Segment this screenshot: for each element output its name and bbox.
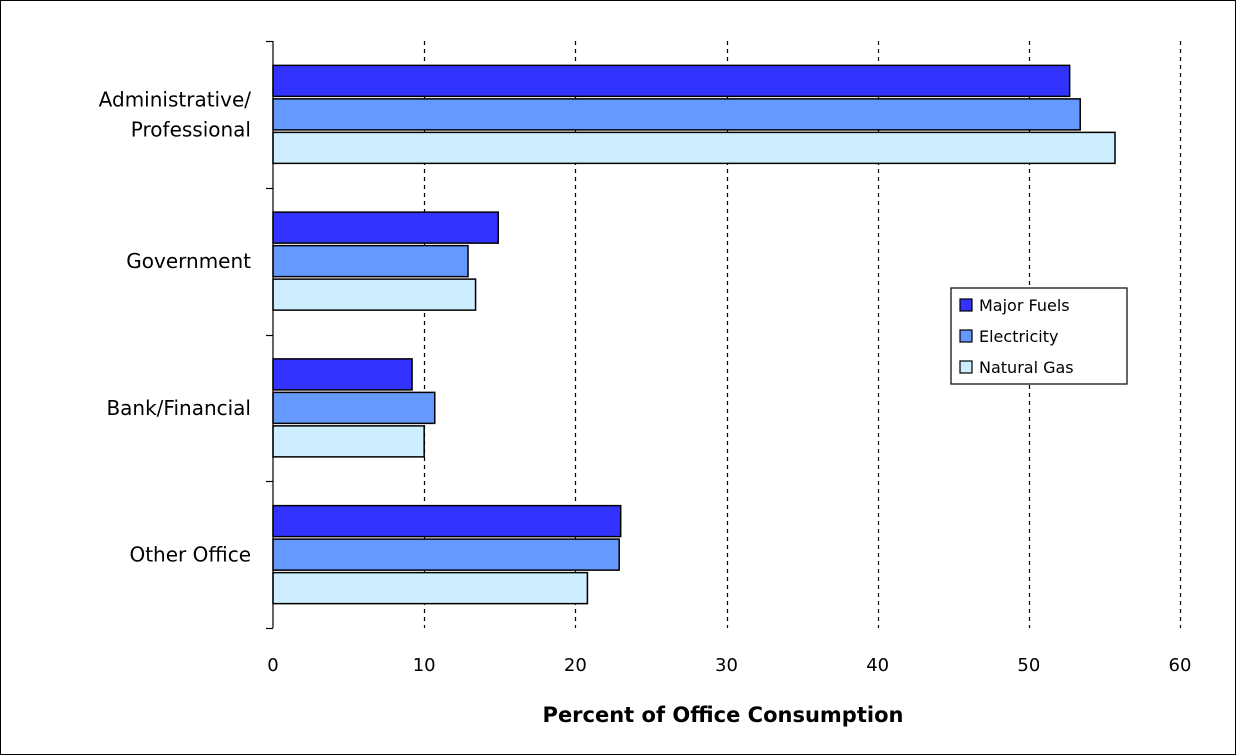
bar-government-electricity	[273, 246, 468, 277]
bar-administrative-professional-natural-gas	[273, 132, 1115, 163]
x-tick-label: 10	[413, 655, 436, 676]
x-tick-label: 50	[1017, 655, 1040, 676]
legend-swatch	[960, 361, 972, 373]
category-label: Bank/Financial	[106, 396, 251, 420]
legend-label: Natural Gas	[979, 358, 1074, 377]
bar-government-major-fuels	[273, 212, 498, 243]
bar-other-office-natural-gas	[273, 573, 587, 604]
bar-bank-financial-natural-gas	[273, 426, 424, 457]
x-tick-label: 20	[564, 655, 587, 676]
category-label: Administrative/	[99, 87, 252, 111]
x-tick-label: 40	[866, 655, 889, 676]
legend: Major Fuels Electricity Natural Gas	[951, 288, 1127, 384]
bar-bank-financial-electricity	[273, 392, 435, 423]
legend-swatch	[960, 330, 972, 342]
x-tick-labels: 0 10 20 30 40 50 60	[267, 655, 1191, 676]
y-axis	[266, 41, 273, 629]
x-tick-label: 0	[267, 655, 278, 676]
category-label: Government	[126, 249, 251, 273]
bar-administrative-professional-major-fuels	[273, 65, 1070, 96]
bar-other-office-electricity	[273, 539, 619, 570]
x-axis-title: Percent of Office Consumption	[543, 703, 904, 727]
bar-bank-financial-major-fuels	[273, 359, 412, 390]
category-label: Other Office	[129, 543, 251, 567]
legend-label: Major Fuels	[979, 296, 1070, 315]
x-tick-label: 30	[715, 655, 738, 676]
bar-other-office-major-fuels	[273, 506, 621, 537]
bar-government-natural-gas	[273, 279, 476, 310]
category-labels: Administrative/Professional Government Ban…	[99, 87, 252, 566]
x-tick-label: 60	[1169, 655, 1192, 676]
legend-swatch	[960, 299, 972, 311]
legend-label: Electricity	[979, 327, 1058, 346]
category-label: Professional	[131, 117, 251, 141]
bar-administrative-professional-electricity	[273, 99, 1080, 130]
